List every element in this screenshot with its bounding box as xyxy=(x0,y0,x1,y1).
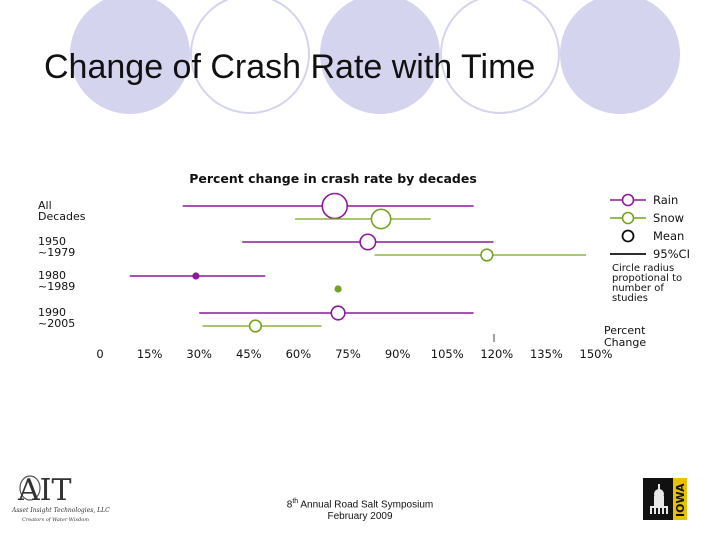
legend-label: 95%CI xyxy=(653,247,690,261)
forest-plot: Percent change in crash rate by decades … xyxy=(38,171,690,361)
legend-note-line: number of xyxy=(612,283,664,294)
x-axis-label-line: Percent xyxy=(604,324,646,337)
legend-marker-snow xyxy=(621,211,635,225)
legend-note-line: studies xyxy=(612,293,648,304)
ait-logo-company: Asset Insight Technologies, LLC xyxy=(11,507,110,514)
mean-point-snow xyxy=(480,248,494,262)
slide-title: Change of Crash Rate with Time xyxy=(44,48,536,86)
decor-circle-4 xyxy=(440,0,560,114)
legend-label: Snow xyxy=(653,211,684,225)
legend-label: Mean xyxy=(653,229,684,243)
ait-swirl-icon xyxy=(19,475,41,501)
legend: Rain Snow Mean 95%CI Circle radiuspropotiona… xyxy=(610,193,690,304)
decor-circle-1 xyxy=(70,0,190,114)
legend-label: Rain xyxy=(653,193,678,207)
category-label: 1980 xyxy=(38,269,66,282)
mean-point-rain xyxy=(359,233,377,251)
decor-circle-3 xyxy=(320,0,440,114)
mean-point-rain xyxy=(192,272,200,280)
x-tick-label: 60% xyxy=(286,347,312,361)
iowa-logo-text: IOWA xyxy=(674,483,687,517)
legend-note-line: propotional to xyxy=(612,273,682,284)
mean-point-rain xyxy=(321,192,349,220)
x-tick-label: 150% xyxy=(580,347,613,361)
x-tick-label: 15% xyxy=(137,347,163,361)
ait-logo-mark: AIT xyxy=(17,473,72,508)
category-label: 1950 xyxy=(38,235,66,248)
footer-date: February 2009 xyxy=(327,511,393,523)
x-tick-label: 135% xyxy=(530,347,563,361)
mean-point-snow xyxy=(370,208,392,230)
x-tick-label: 75% xyxy=(335,347,361,361)
chart-title: Percent change in crash rate by decades xyxy=(189,171,477,186)
x-tick-label: 45% xyxy=(236,347,262,361)
mean-point-snow xyxy=(248,319,263,333)
legend-marker-mean xyxy=(621,229,635,243)
category-label: ~1989 xyxy=(38,280,75,293)
ait-logo: AIT Asset Insight Technologies, LLC Crea… xyxy=(10,470,120,525)
category-label: ~2005 xyxy=(38,317,75,330)
plot-rows xyxy=(129,192,587,333)
mean-point-snow xyxy=(334,285,342,293)
capitol-dome-icon xyxy=(650,484,668,514)
category-label: ~1979 xyxy=(38,246,75,259)
iowa-logo: IOWA xyxy=(643,478,687,520)
footer-event: 8th Annual Road Salt Symposium xyxy=(286,498,434,511)
decor-circle-2 xyxy=(190,0,310,114)
ait-logo-tagline: Creators of Water Wisdom xyxy=(22,517,89,523)
x-tick-label: 0 xyxy=(96,347,103,361)
category-label: Decades xyxy=(38,210,86,223)
x-axis-ticks: 0 15% 30% 45% 60% 75% 90% 105% 120% 135% 150% xyxy=(96,347,612,361)
footer: 8th Annual Road Salt Symposium February … xyxy=(260,496,460,523)
x-tick-label: 30% xyxy=(186,347,212,361)
x-tick-label: 90% xyxy=(385,347,411,361)
category-label: All xyxy=(38,199,52,212)
legend-marker-rain xyxy=(621,193,635,207)
x-axis-label-line: Change xyxy=(604,336,646,349)
decor-circle-5 xyxy=(560,0,680,114)
mean-point-rain xyxy=(330,305,346,321)
x-tick-label: 120% xyxy=(480,347,513,361)
x-tick-label: 105% xyxy=(431,347,464,361)
legend-note-line: Circle radius xyxy=(612,263,674,274)
category-label: 1990 xyxy=(38,306,66,319)
